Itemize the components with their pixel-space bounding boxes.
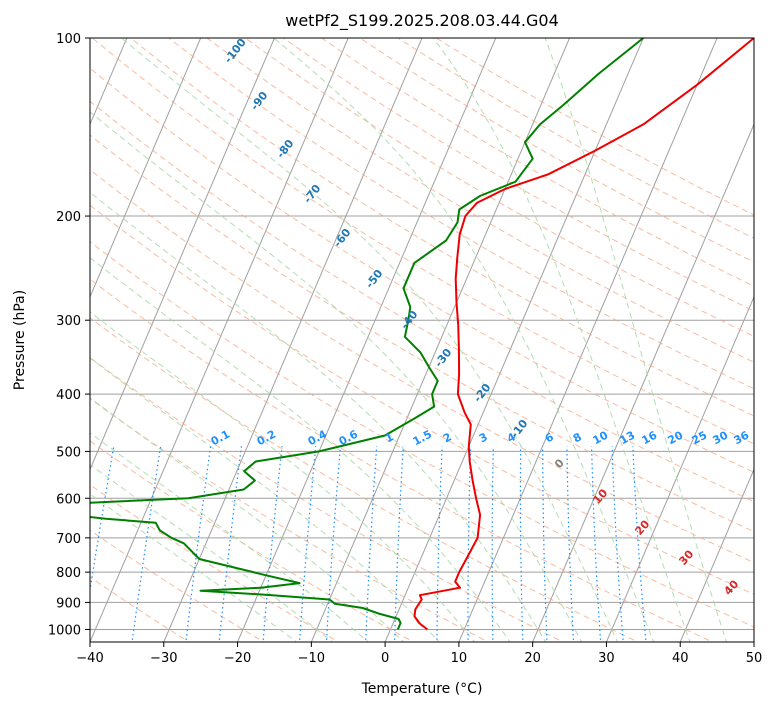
isotherm-line: [90, 38, 275, 471]
y-tick-label: 400: [56, 388, 81, 403]
isotherm-line: [90, 38, 202, 299]
y-tick-label: 700: [56, 532, 81, 547]
x-tick-label: 50: [746, 651, 763, 666]
dry-adiabat-line: [91, 38, 754, 445]
moist-adiabat-line: [90, 357, 440, 642]
dry-adiabat-line: [90, 134, 754, 533]
dry-adiabat-line: [90, 529, 265, 642]
dry-adiabat-line: [90, 484, 340, 642]
y-tick-label: 100: [56, 32, 81, 47]
moist-adiabat-lines: [90, 38, 728, 642]
y-tick-label: 300: [56, 314, 81, 329]
x-axis-label: Temperature (°C): [361, 681, 483, 697]
dry-adiabat-line: [206, 38, 754, 363]
plot-frame: [89, 37, 755, 643]
plot-area: -100-90-80-70-60-50-40-30-20-100.1 0.2 0.4…: [90, 38, 754, 642]
mixing-ratio-label: 20: [666, 428, 686, 447]
isotherm-line: [532, 123, 754, 642]
isotherm-line: [237, 38, 497, 642]
isotherm-line: [310, 38, 571, 642]
mixing-ratio-line: [90, 446, 115, 594]
isotherm-line: [163, 38, 423, 642]
dry-adiabat-lines: [90, 38, 754, 642]
dry-adiabat-line: [90, 440, 415, 642]
x-tick-label: −40: [76, 651, 103, 666]
moist-adiabat-line: [90, 432, 369, 642]
mixing-ratio-line: [262, 446, 283, 642]
dry-adiabat-line: [90, 169, 754, 564]
isotherm-line: [458, 38, 718, 642]
moist-adiabat-line: [90, 311, 476, 642]
x-tick-label: 20: [524, 651, 541, 666]
mixing-ratio-label: 36: [732, 428, 752, 447]
dry-adiabat-line: [90, 398, 490, 642]
y-axis-ticks: 1000 900 800 700 600 500 400 300 200 100: [48, 32, 90, 638]
x-tick-label: −30: [150, 651, 177, 666]
y-tick-label: 200: [56, 210, 81, 225]
mixing-ratio-label: 16: [640, 428, 660, 447]
profile-series: [90, 38, 754, 631]
mixing-ratio-line: [298, 446, 317, 642]
moist-adiabat-line: [90, 257, 511, 642]
dry-adiabat-line: [129, 38, 754, 417]
mixing-ratio-label: 25: [690, 429, 710, 448]
dry-adiabat-line: [90, 100, 754, 503]
x-tick-label: 30: [598, 651, 615, 666]
moist-adiabat-line: [544, 38, 728, 642]
isotherm-line: [90, 38, 349, 642]
isotherm-lines: [90, 38, 754, 642]
moist-adiabat-line: [90, 464, 334, 642]
dry-adiabat-line: [320, 38, 754, 287]
x-tick-label: −10: [298, 651, 325, 666]
temperature-line: [413, 38, 754, 631]
dry-adiabat-line: [90, 357, 565, 642]
y-tick-label: 500: [56, 445, 81, 460]
dry-adiabat-line: [90, 241, 754, 628]
mixing-ratio-line: [325, 446, 342, 642]
mixing-ratio-line: [632, 446, 647, 642]
mixing-ratio-line: [611, 446, 624, 642]
x-axis-ticks: −40 −30 −20 −10 0 10 20 30 40 50: [76, 642, 762, 666]
mixing-ratio-label: 10: [591, 428, 611, 447]
y-tick-label: 800: [56, 566, 81, 581]
dewpoint-line: [90, 38, 644, 630]
isotherm-line: [679, 468, 754, 642]
y-tick-label: 1000: [48, 623, 81, 638]
y-tick-label: 900: [56, 596, 81, 611]
isotherm-line: [605, 295, 754, 642]
x-tick-label: −20: [224, 651, 251, 666]
y-axis-label: Pressure (hPa): [12, 290, 28, 390]
y-tick-label: 600: [56, 492, 81, 507]
x-tick-label: 0: [381, 651, 389, 666]
mixing-ratio-line: [131, 446, 162, 642]
moist-adiabat-line: [273, 38, 655, 642]
moist-adiabat-line: [90, 397, 405, 642]
mixing-ratio-line: [185, 446, 212, 642]
moist-adiabat-line: [90, 493, 298, 642]
x-tick-label: 10: [451, 651, 468, 666]
moist-adiabat-line: [432, 38, 691, 642]
mixing-ratio-label: 30: [711, 428, 731, 447]
dry-adiabat-line: [244, 38, 754, 337]
isotherm-line: [90, 38, 128, 126]
chart-title: wetPf2_S199.2025.208.03.44.G04: [285, 11, 559, 31]
mixing-ratio-label: 13: [618, 429, 638, 448]
moist-adiabat-line: [121, 38, 619, 642]
x-tick-label: 40: [672, 651, 689, 666]
